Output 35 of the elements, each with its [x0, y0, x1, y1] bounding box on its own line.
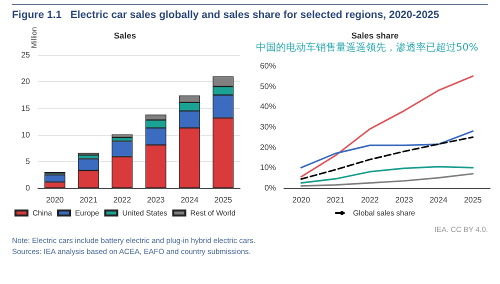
- x-tick-label: 2023: [395, 196, 414, 204]
- x-tick-label: 2024: [430, 196, 448, 204]
- x-tick-label: 2024: [180, 196, 199, 204]
- x-tick-label: 2021: [80, 196, 98, 204]
- y-tick-label: 30%: [260, 122, 276, 132]
- text: 中国的电动车销售量遥遥领先，渗透率已超过50%: [256, 42, 478, 54]
- x-tick-label: 2025: [464, 196, 482, 204]
- chart-subtitle: Sales: [114, 30, 136, 40]
- y-tick-label: 15: [21, 104, 31, 113]
- y-tick-label: 60%: [260, 62, 276, 70]
- x-tick-label: 2025: [214, 196, 233, 204]
- line-series: [300, 136, 474, 180]
- y-tick-label: 40%: [260, 102, 276, 112]
- chart-title: Sales share: [351, 30, 399, 40]
- y-tick-label: 20%: [260, 142, 276, 152]
- bar: [112, 134, 133, 138]
- y-tick-label: 10%: [260, 163, 276, 172]
- line-series: [300, 166, 474, 184]
- x-tick-label: 2020: [46, 196, 64, 204]
- x-tick-label: 2022: [360, 196, 380, 204]
- y-tick-label: 20: [21, 77, 31, 86]
- x-tick-label: 2023: [146, 196, 166, 204]
- x-tick-label: 2021: [326, 196, 345, 204]
- y-tick-label: 0: [26, 184, 31, 192]
- line-series: [300, 130, 474, 168]
- y-tick-label: 50%: [260, 82, 276, 91]
- chart-title: Figure 1.1 Electric car sales globally and sales share for selected regions, 2020-2025: [12, 4, 488, 21]
- x-tick-label: 2022: [113, 196, 132, 204]
- y-tick-label: 0%: [264, 184, 276, 192]
- y-tick-label: 10: [21, 130, 31, 140]
- line-series: [300, 75, 474, 178]
- y-tick-label: 5: [26, 156, 31, 166]
- line-series: [300, 172, 474, 187]
- x-tick-label: 2020: [292, 196, 311, 204]
- y-tick-label: 25: [21, 50, 31, 60]
